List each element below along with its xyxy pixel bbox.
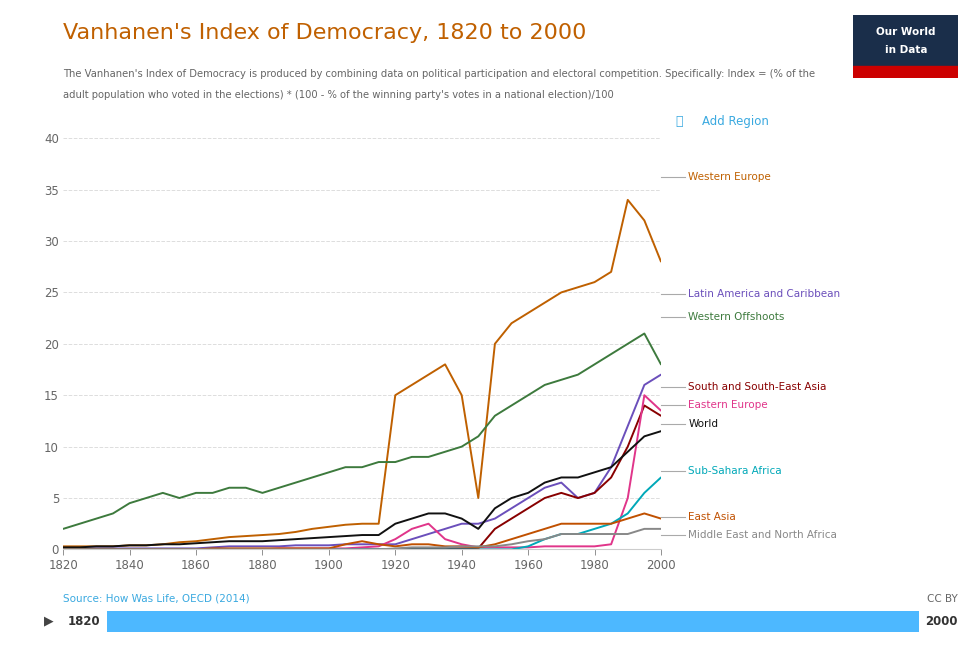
Text: 1820: 1820 — [68, 615, 101, 628]
Text: East Asia: East Asia — [688, 511, 736, 522]
Text: Source: How Was Life, OECD (2014): Source: How Was Life, OECD (2014) — [63, 594, 250, 603]
Text: Vanhanen's Index of Democracy, 1820 to 2000: Vanhanen's Index of Democracy, 1820 to 2… — [63, 23, 586, 43]
Text: Western Europe: Western Europe — [688, 172, 771, 182]
Text: Sub-Sahara Africa: Sub-Sahara Africa — [688, 467, 781, 476]
Text: Middle East and North Africa: Middle East and North Africa — [688, 530, 837, 540]
Text: in Data: in Data — [885, 45, 927, 55]
Text: Add Region: Add Region — [702, 115, 769, 128]
Text: The Vanhanen's Index of Democracy is produced by combining data on political par: The Vanhanen's Index of Democracy is pro… — [63, 69, 816, 79]
Text: Our World: Our World — [876, 27, 936, 37]
Text: South and South-East Asia: South and South-East Asia — [688, 382, 826, 392]
Bar — [853, 66, 958, 78]
Text: 2000: 2000 — [925, 615, 957, 628]
Text: ➕: ➕ — [676, 115, 683, 128]
Text: Latin America and Caribbean: Latin America and Caribbean — [688, 290, 841, 299]
Text: Western Offshoots: Western Offshoots — [688, 312, 784, 322]
Text: CC BY: CC BY — [926, 594, 957, 603]
Text: Eastern Europe: Eastern Europe — [688, 401, 768, 411]
Text: adult population who voted in the elections) * (100 - % of the winning party's v: adult population who voted in the electi… — [63, 90, 614, 100]
Text: ▶: ▶ — [44, 615, 53, 628]
Text: World: World — [688, 419, 718, 429]
